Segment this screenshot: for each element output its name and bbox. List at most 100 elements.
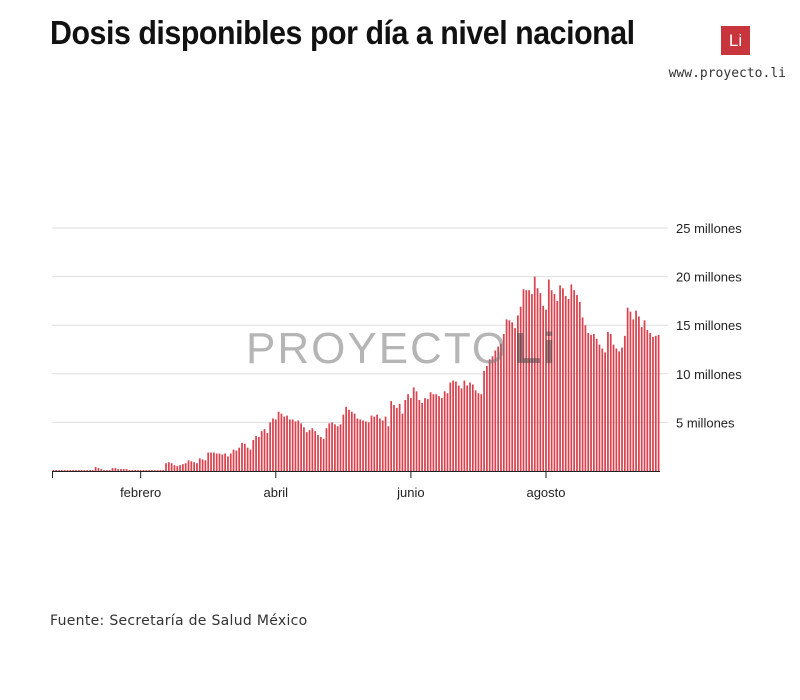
bar <box>410 398 412 471</box>
bar <box>128 470 131 471</box>
bar <box>176 466 179 471</box>
bar <box>455 381 457 471</box>
bar <box>272 418 274 471</box>
bar <box>412 387 415 471</box>
bar <box>114 468 117 471</box>
bar <box>370 415 373 471</box>
bar <box>283 416 286 471</box>
x-tick-label: abril <box>263 485 288 500</box>
bar <box>207 452 210 471</box>
bar <box>421 402 424 471</box>
bar <box>398 403 401 471</box>
bar <box>466 385 469 471</box>
bars <box>52 276 660 471</box>
bar <box>359 419 362 471</box>
bar <box>72 470 74 471</box>
bar <box>125 469 128 471</box>
bar <box>480 394 483 471</box>
bar <box>328 423 331 471</box>
bar <box>151 470 153 471</box>
bar <box>266 433 269 471</box>
y-tick-label: 15 millones <box>676 318 742 333</box>
bar <box>227 456 229 471</box>
bar <box>86 470 89 471</box>
website-link[interactable]: www.proyecto.li <box>668 66 786 81</box>
bar <box>460 388 463 471</box>
bar <box>604 352 606 471</box>
bar <box>229 453 232 471</box>
bar <box>646 330 649 471</box>
x-axis: febrero abril junio agosto <box>52 471 660 500</box>
bar <box>376 414 378 471</box>
bar <box>187 460 190 471</box>
bar <box>139 470 142 471</box>
bar <box>432 394 435 471</box>
bar <box>246 447 249 471</box>
bar <box>258 436 260 471</box>
bar <box>395 407 398 471</box>
bar <box>142 470 145 471</box>
bar <box>235 450 238 471</box>
bar <box>162 470 165 471</box>
bar <box>623 335 626 471</box>
bar <box>435 394 438 471</box>
bar <box>212 452 215 471</box>
bar <box>514 328 516 471</box>
bar <box>120 469 122 471</box>
bar <box>463 380 466 471</box>
bar <box>471 384 474 471</box>
bar <box>353 413 356 471</box>
bar <box>497 346 500 471</box>
bar <box>587 332 590 471</box>
bar <box>269 422 272 471</box>
bar <box>457 385 460 471</box>
bar <box>367 422 370 471</box>
bar <box>58 470 60 471</box>
bar <box>297 420 300 471</box>
bar <box>443 391 446 471</box>
bar <box>184 463 187 471</box>
bar <box>255 436 257 471</box>
bar <box>294 421 297 471</box>
bar <box>305 432 308 471</box>
bar <box>325 428 328 471</box>
bar <box>145 470 148 471</box>
bar <box>533 276 536 471</box>
chart-title: Dosis disponibles por día a nivel nacion… <box>50 14 635 51</box>
bar <box>438 396 440 471</box>
bar <box>319 436 322 471</box>
bar <box>615 348 618 471</box>
bar <box>243 443 246 471</box>
bar <box>452 380 454 471</box>
bar <box>83 470 86 471</box>
bar <box>502 333 505 471</box>
bar <box>97 468 100 471</box>
bar <box>122 469 125 471</box>
bar <box>404 400 407 471</box>
bar <box>505 319 508 471</box>
brand-logo[interactable]: Li <box>721 26 750 55</box>
bar <box>592 333 595 471</box>
bar <box>508 320 511 471</box>
bar <box>196 463 198 471</box>
bar <box>106 470 108 471</box>
y-tick-label: 20 millones <box>676 270 742 285</box>
bar <box>308 430 311 471</box>
bar <box>576 295 578 471</box>
bar <box>426 399 429 471</box>
bar <box>415 391 418 471</box>
bar <box>69 470 72 471</box>
bar <box>280 413 283 471</box>
bar <box>170 463 173 471</box>
bar <box>393 404 395 471</box>
bar <box>182 464 184 471</box>
x-tick-label: agosto <box>526 485 565 500</box>
y-tick-label: 10 millones <box>676 367 742 382</box>
bar <box>198 458 201 471</box>
bar <box>539 293 542 471</box>
bar <box>381 420 384 471</box>
bar <box>173 465 176 471</box>
bar <box>643 320 646 471</box>
bar <box>134 470 136 471</box>
bar <box>570 284 573 471</box>
